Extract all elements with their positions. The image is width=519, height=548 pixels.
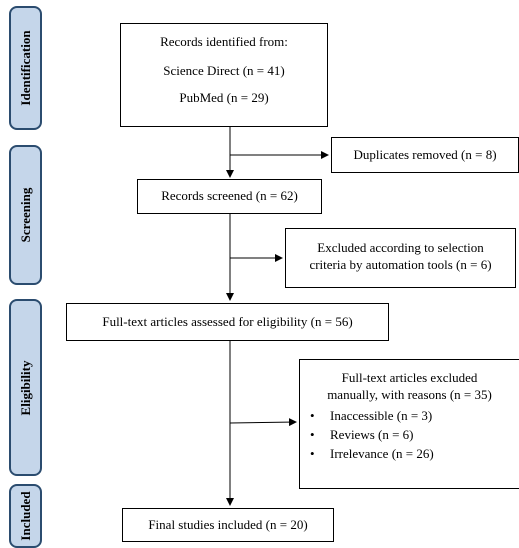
box-excluded-automation: Excluded according to selection criteria… (285, 228, 516, 288)
fulltext-text: Full-text articles assessed for eligibil… (102, 314, 353, 329)
stage-tab-screening: Screening (9, 145, 42, 285)
stage-tab-identification: Identification (9, 6, 42, 130)
stage-tab-eligibility: Eligibility (9, 299, 42, 476)
stage-tab-included: Included (9, 484, 42, 548)
exclusion-reasons-list: Inaccessible (n = 3) Reviews (n = 6) Irr… (300, 408, 519, 463)
excluded-manual-line2: manually, with reasons (n = 35) (327, 386, 492, 402)
box-fulltext-assessed: Full-text articles assessed for eligibil… (66, 303, 389, 341)
excluded-auto-line1: Excluded according to selection (317, 240, 484, 255)
box-records-screened: Records screened (n = 62) (137, 179, 322, 214)
identified-title: Records identified from: (160, 34, 288, 49)
reason-irrelevance: Irrelevance (n = 26) (310, 446, 519, 463)
arrow-to-excluded-manual (229, 418, 297, 427)
reason-reviews: Reviews (n = 6) (310, 427, 519, 444)
box-excluded-manual: Full-text articles excluded manually, wi… (299, 359, 519, 489)
excluded-auto-line2: criteria by automation tools (n = 6) (309, 256, 492, 272)
included-text: Final studies included (n = 20) (148, 517, 308, 532)
excluded-manual-line1: Full-text articles excluded (341, 370, 478, 385)
duplicates-text: Duplicates removed (n = 8) (353, 147, 497, 162)
reason-inaccessible: Inaccessible (n = 3) (310, 408, 519, 425)
identified-science-direct: Science Direct (n = 41) (163, 62, 285, 78)
identified-pubmed: PubMed (n = 29) (179, 89, 269, 105)
box-records-identified: Records identified from: Science Direct … (120, 23, 328, 127)
screened-text: Records screened (n = 62) (161, 188, 298, 203)
box-duplicates-removed: Duplicates removed (n = 8) (331, 137, 519, 173)
box-final-included: Final studies included (n = 20) (122, 508, 334, 542)
